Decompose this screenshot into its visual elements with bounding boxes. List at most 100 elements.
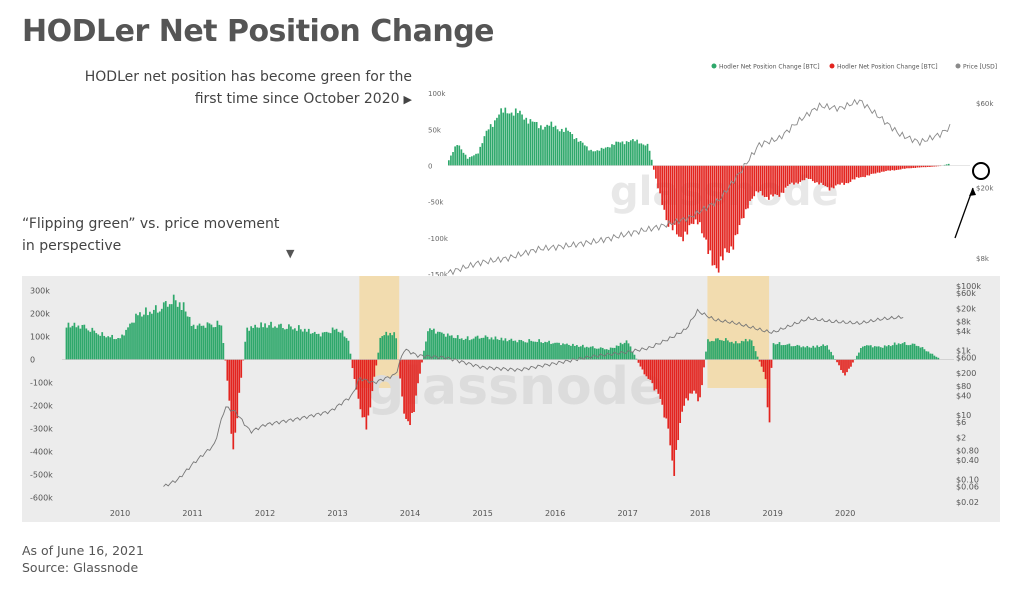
bar (730, 165, 733, 247)
bar (820, 165, 822, 183)
bar (462, 152, 465, 166)
bar (540, 125, 542, 166)
bar (282, 328, 284, 360)
bar (552, 126, 555, 166)
bar (788, 343, 791, 360)
pointer-arrowhead-icon (969, 188, 976, 196)
bar (442, 333, 445, 360)
bar (800, 347, 803, 360)
bar (740, 340, 743, 360)
bar (494, 120, 496, 166)
bar (478, 338, 481, 360)
bar (867, 345, 870, 360)
bar (920, 165, 923, 168)
bar (855, 165, 858, 178)
bar (588, 150, 590, 166)
bar (931, 165, 933, 167)
bar (846, 359, 848, 373)
bar (629, 346, 632, 360)
bar (440, 332, 443, 360)
bar (669, 359, 672, 446)
annotation-bottom: “Flipping green” vs. price movement in p… (22, 213, 312, 257)
bar (780, 345, 783, 360)
bar (597, 348, 600, 360)
bar (671, 359, 674, 461)
bar (910, 165, 912, 169)
y-tick-label: -400k (30, 447, 53, 456)
bar (922, 165, 925, 168)
bar (329, 333, 332, 360)
bar (713, 165, 716, 266)
x-tick-label: 2012 (255, 509, 275, 518)
bar (646, 143, 649, 166)
bar (657, 359, 660, 394)
bar (524, 342, 527, 360)
bar (842, 359, 844, 373)
bar (869, 345, 872, 360)
bar (830, 165, 833, 188)
price-tick-label: $20k (976, 185, 994, 193)
bar (636, 139, 638, 166)
bar (527, 123, 530, 166)
bar (490, 337, 493, 360)
bar (765, 165, 768, 197)
bar (479, 146, 482, 166)
bar (200, 325, 203, 360)
bar (343, 336, 346, 360)
bar (683, 359, 685, 406)
footer-date: As of June 16, 2021 (22, 543, 144, 558)
bar (782, 165, 785, 193)
bar (395, 338, 398, 360)
bar (182, 302, 185, 360)
bar (851, 165, 854, 180)
bar (534, 341, 537, 360)
bar (405, 359, 407, 419)
bar (631, 351, 634, 360)
bar (891, 345, 894, 360)
bar (571, 134, 574, 166)
bar (415, 359, 417, 396)
y-tick-label: -150k (428, 271, 449, 276)
bar (832, 165, 835, 189)
bar (234, 359, 237, 433)
bar (77, 325, 80, 360)
bar (530, 340, 533, 360)
bar (613, 144, 615, 166)
bar (258, 327, 260, 360)
bar (531, 121, 534, 166)
top-y-axis: 100k 50k 0 -50k -100k -150k (428, 90, 970, 276)
bar (623, 342, 626, 360)
bar (297, 325, 300, 360)
bar (845, 165, 848, 184)
bar (673, 359, 676, 476)
bar (772, 165, 774, 197)
bar (799, 165, 802, 182)
bar (438, 331, 441, 360)
bar (517, 113, 519, 166)
bar (675, 165, 678, 235)
bar (568, 344, 570, 360)
bar (464, 338, 467, 360)
bottom-x-axis: 2010 2011 2012 2013 2014 2015 2016 2017 2018 2019… (110, 509, 856, 518)
bar (929, 353, 932, 360)
bar (840, 359, 842, 371)
bar (460, 149, 463, 166)
bar (248, 330, 251, 360)
bar (738, 343, 741, 360)
bar (764, 359, 767, 380)
bar (750, 340, 753, 360)
bar (935, 165, 938, 167)
bar (651, 359, 654, 384)
bar (751, 165, 753, 199)
bar (593, 348, 596, 360)
bar (606, 146, 609, 166)
bar (768, 165, 770, 200)
bar (667, 359, 670, 429)
bar (703, 165, 705, 238)
legend-swatch (955, 63, 961, 69)
bar (856, 355, 858, 360)
bar (699, 359, 701, 398)
bar (736, 343, 739, 360)
bar (717, 165, 720, 273)
bar (659, 165, 661, 194)
